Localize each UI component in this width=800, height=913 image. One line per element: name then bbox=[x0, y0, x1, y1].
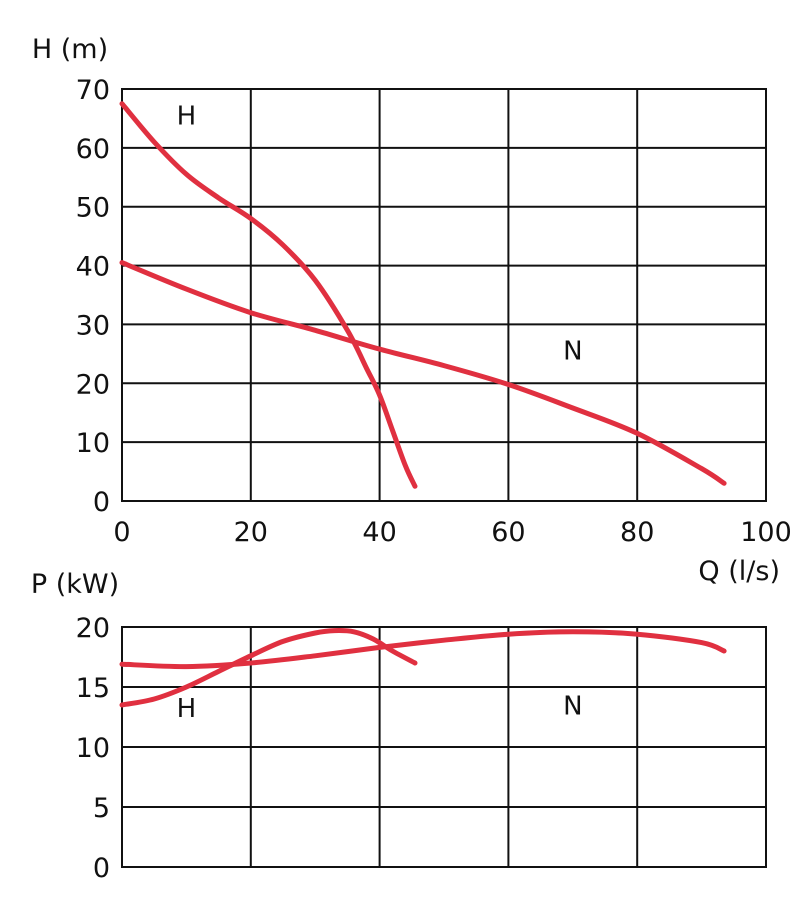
x-tick-label: 80 bbox=[620, 517, 654, 548]
power-chart: 0 5 10 15 20 P (kW) H N bbox=[31, 569, 767, 884]
x-tick-label: 100 bbox=[740, 517, 792, 548]
y-axis-title: P (kW) bbox=[31, 569, 119, 600]
curve-label-h: H bbox=[177, 101, 197, 131]
x-axis-title: Q (l/s) bbox=[698, 556, 780, 587]
y-tick-label: 20 bbox=[76, 369, 110, 400]
head-chart: 0 10 20 30 40 50 60 70 0 20 40 60 80 100 H (m) Q (l/s) H… bbox=[32, 34, 792, 587]
series-line-h bbox=[119, 628, 418, 708]
y-tick-label: 50 bbox=[76, 193, 110, 224]
series-line-h bbox=[119, 101, 418, 489]
series-line-n bbox=[119, 629, 727, 670]
plot-frame bbox=[121, 88, 767, 502]
curve-label-h: H bbox=[177, 694, 197, 724]
x-tick-label: 40 bbox=[362, 517, 396, 548]
y-tick-label: 20 bbox=[76, 613, 110, 644]
series-line-n bbox=[119, 260, 727, 486]
y-tick-label: 0 bbox=[93, 853, 110, 884]
y-tick-label: 30 bbox=[76, 310, 110, 341]
y-tick-label: 70 bbox=[76, 75, 110, 106]
y-tick-label: 60 bbox=[76, 134, 110, 165]
y-tick-label: 10 bbox=[76, 733, 110, 764]
y-tick-label: 0 bbox=[93, 487, 110, 518]
x-tick-label: 60 bbox=[491, 517, 525, 548]
y-tick-label: 10 bbox=[76, 428, 110, 459]
y-tick-label: 5 bbox=[93, 793, 110, 824]
plot-frame bbox=[121, 626, 767, 868]
x-tick-label: 0 bbox=[113, 517, 130, 548]
x-tick-label: 20 bbox=[234, 517, 268, 548]
curve-label-n: N bbox=[563, 692, 582, 722]
y-tick-label: 15 bbox=[76, 673, 110, 704]
grid-lines bbox=[121, 88, 767, 502]
curve-label-n: N bbox=[563, 337, 582, 367]
y-axis-title: H (m) bbox=[32, 34, 108, 65]
y-tick-label: 40 bbox=[76, 252, 110, 283]
